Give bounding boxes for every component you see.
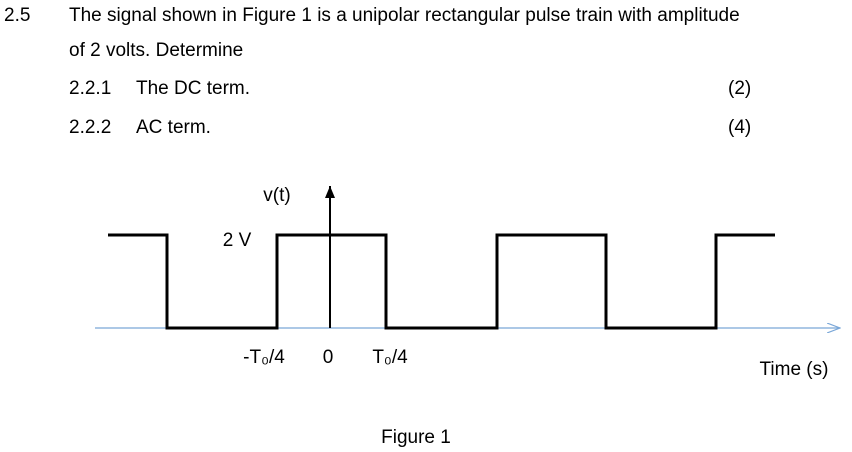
y-axis-label: v(t) [263,185,290,206]
question-line: of 2 volts. Determine [69,40,244,61]
item-number: 2.2.1 [69,78,112,99]
item-marks: (4) [728,117,752,138]
question-line: The signal shown in Figure 1 is a unipol… [69,5,740,26]
item-number: 2.2.2 [69,117,112,138]
pulse-train [108,233,775,330]
question-number: 2.5 [4,5,31,26]
item-text: AC term. [136,117,211,138]
x-axis-label: Time (s) [760,359,829,380]
x-tick-label: T₀/4 [372,347,408,368]
item-text: The DC term. [136,78,251,99]
x-tick-label: -T₀/4 [243,347,285,368]
x-tick-label: 0 [323,347,334,368]
amplitude-label: 2 V [223,230,252,251]
item-marks: (2) [728,78,752,99]
figure-caption: Figure 1 [381,427,451,448]
